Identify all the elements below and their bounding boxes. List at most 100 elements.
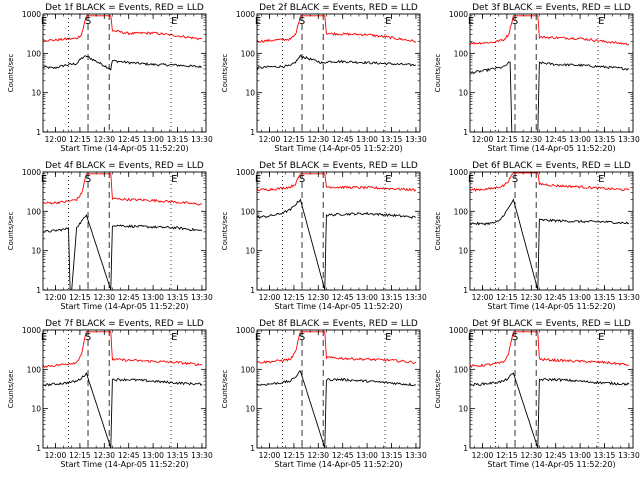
x-tick-label: 13:15 xyxy=(381,293,403,302)
time-marker-label: S xyxy=(299,332,305,343)
plot-frame xyxy=(469,171,634,291)
plot-frame xyxy=(42,13,207,133)
x-tick-label: 12:00 xyxy=(259,451,281,460)
x-tick-label: 13:00 xyxy=(569,293,591,302)
x-axis-label: Start Time (14-Apr-05 11:52:20) xyxy=(274,144,402,153)
panel-title: Det 6f BLACK = Events, RED = LLD xyxy=(472,161,631,171)
time-marker-label: E xyxy=(468,174,474,185)
x-tick-label: 13:30 xyxy=(618,293,640,302)
x-axis-label: Start Time (14-Apr-05 11:52:20) xyxy=(274,460,402,469)
x-tick-label: 13:30 xyxy=(191,135,213,144)
x-tick-label: 12:30 xyxy=(93,135,115,144)
x-tick-label: 12:00 xyxy=(259,293,281,302)
panel-title: Det 1f BLACK = Events, RED = LLD xyxy=(45,3,204,13)
time-marker-label: E xyxy=(385,16,391,27)
y-tick-label: 10 xyxy=(245,89,255,98)
panel-det-3f: Det 3f BLACK = Events, RED = LLD 1 10 100 10… xyxy=(434,3,640,153)
x-tick-label: 12:45 xyxy=(118,135,140,144)
plot-frame xyxy=(42,329,207,449)
time-marker-label: S xyxy=(85,174,91,185)
y-tick-label: 1 xyxy=(250,286,255,295)
y-tick-label: 100 xyxy=(241,207,256,216)
x-tick-label: 12:15 xyxy=(69,293,91,302)
lld-series-line xyxy=(470,331,630,369)
events-series-line xyxy=(257,198,417,290)
lld-series-line xyxy=(470,172,630,192)
y-tick-label: 10 xyxy=(458,89,468,98)
panel-title: Det 9f BLACK = Events, RED = LLD xyxy=(472,319,631,329)
lld-series-line xyxy=(43,173,203,206)
x-tick-label: 13:30 xyxy=(405,451,427,460)
time-marker-label: S xyxy=(299,174,305,185)
y-tick-label: 1000 xyxy=(449,326,468,335)
y-tick-label: 1000 xyxy=(449,168,468,177)
events-series-line xyxy=(257,370,417,448)
x-tick-label: 12:45 xyxy=(545,135,567,144)
x-tick-label: 13:30 xyxy=(405,135,427,144)
time-marker-label: E xyxy=(41,16,47,27)
y-tick-label: 1000 xyxy=(236,168,255,177)
panel-det-9f: Det 9f BLACK = Events, RED = LLD 1 10 100 10… xyxy=(434,319,640,469)
time-marker-label: E xyxy=(385,332,391,343)
x-tick-label: 12:15 xyxy=(69,135,91,144)
y-tick-label: 100 xyxy=(27,49,42,58)
x-tick-label: 12:45 xyxy=(332,135,354,144)
x-tick-label: 13:30 xyxy=(618,451,640,460)
y-tick-label: 1000 xyxy=(236,10,255,19)
x-tick-label: 13:30 xyxy=(191,293,213,302)
panel-det-1f: Det 1f BLACK = Events, RED = LLD 1 10 100 10… xyxy=(7,3,213,153)
y-tick-label: 1 xyxy=(36,444,41,453)
x-tick-label: 13:15 xyxy=(167,293,189,302)
y-tick-label: 1 xyxy=(463,128,468,137)
x-tick-label: 12:00 xyxy=(45,293,67,302)
time-marker-label: E xyxy=(468,16,474,27)
x-tick-label: 12:30 xyxy=(307,293,329,302)
x-tick-label: 13:15 xyxy=(167,135,189,144)
plot-frame xyxy=(256,13,421,133)
y-tick-label: 100 xyxy=(241,49,256,58)
time-marker-label: E xyxy=(171,174,177,185)
y-tick-label: 1000 xyxy=(449,10,468,19)
x-tick-label: 13:30 xyxy=(618,135,640,144)
lld-series-line xyxy=(43,331,203,369)
x-tick-label: 13:15 xyxy=(381,451,403,460)
x-tick-label: 12:45 xyxy=(545,293,567,302)
y-tick-label: 10 xyxy=(31,405,41,414)
x-tick-label: 13:15 xyxy=(594,451,616,460)
x-tick-label: 13:00 xyxy=(142,451,164,460)
time-marker-label: E xyxy=(598,16,604,27)
panel-det-8f: Det 8f BLACK = Events, RED = LLD 1 10 100 10… xyxy=(221,319,427,469)
y-tick-label: 10 xyxy=(458,247,468,256)
x-axis-label: Start Time (14-Apr-05 11:52:20) xyxy=(60,144,188,153)
y-tick-label: 10 xyxy=(31,89,41,98)
x-tick-label: 12:15 xyxy=(496,135,518,144)
x-tick-label: 13:00 xyxy=(142,293,164,302)
x-tick-label: 13:00 xyxy=(356,293,378,302)
lld-series-line xyxy=(43,15,203,42)
x-tick-label: 12:15 xyxy=(283,135,305,144)
y-tick-label: 1 xyxy=(250,444,255,453)
x-tick-label: 13:00 xyxy=(569,451,591,460)
x-tick-label: 13:00 xyxy=(356,135,378,144)
x-tick-label: 12:00 xyxy=(259,135,281,144)
x-tick-label: 12:00 xyxy=(45,135,67,144)
x-tick-label: 12:45 xyxy=(118,293,140,302)
x-tick-label: 13:30 xyxy=(405,293,427,302)
panel-title: Det 5f BLACK = Events, RED = LLD xyxy=(259,161,418,171)
x-tick-label: 12:30 xyxy=(520,135,542,144)
x-axis-label: Start Time (14-Apr-05 11:52:20) xyxy=(60,460,188,469)
events-series-line xyxy=(43,214,203,290)
y-tick-label: 100 xyxy=(241,365,256,374)
time-marker-label: E xyxy=(255,16,261,27)
y-tick-label: 1 xyxy=(36,128,41,137)
x-tick-label: 12:30 xyxy=(93,451,115,460)
lld-series-line xyxy=(257,15,417,43)
panel-det-7f: Det 7f BLACK = Events, RED = LLD 1 10 100 10… xyxy=(7,319,213,469)
y-axis-label: Counts/sec xyxy=(221,54,229,93)
y-tick-label: 1 xyxy=(250,128,255,137)
panel-det-6f: Det 6f BLACK = Events, RED = LLD 1 10 100 10… xyxy=(434,161,640,311)
x-tick-label: 12:45 xyxy=(332,293,354,302)
y-axis-label: Counts/sec xyxy=(7,212,15,251)
events-series-line xyxy=(470,372,630,448)
x-tick-label: 12:15 xyxy=(496,293,518,302)
